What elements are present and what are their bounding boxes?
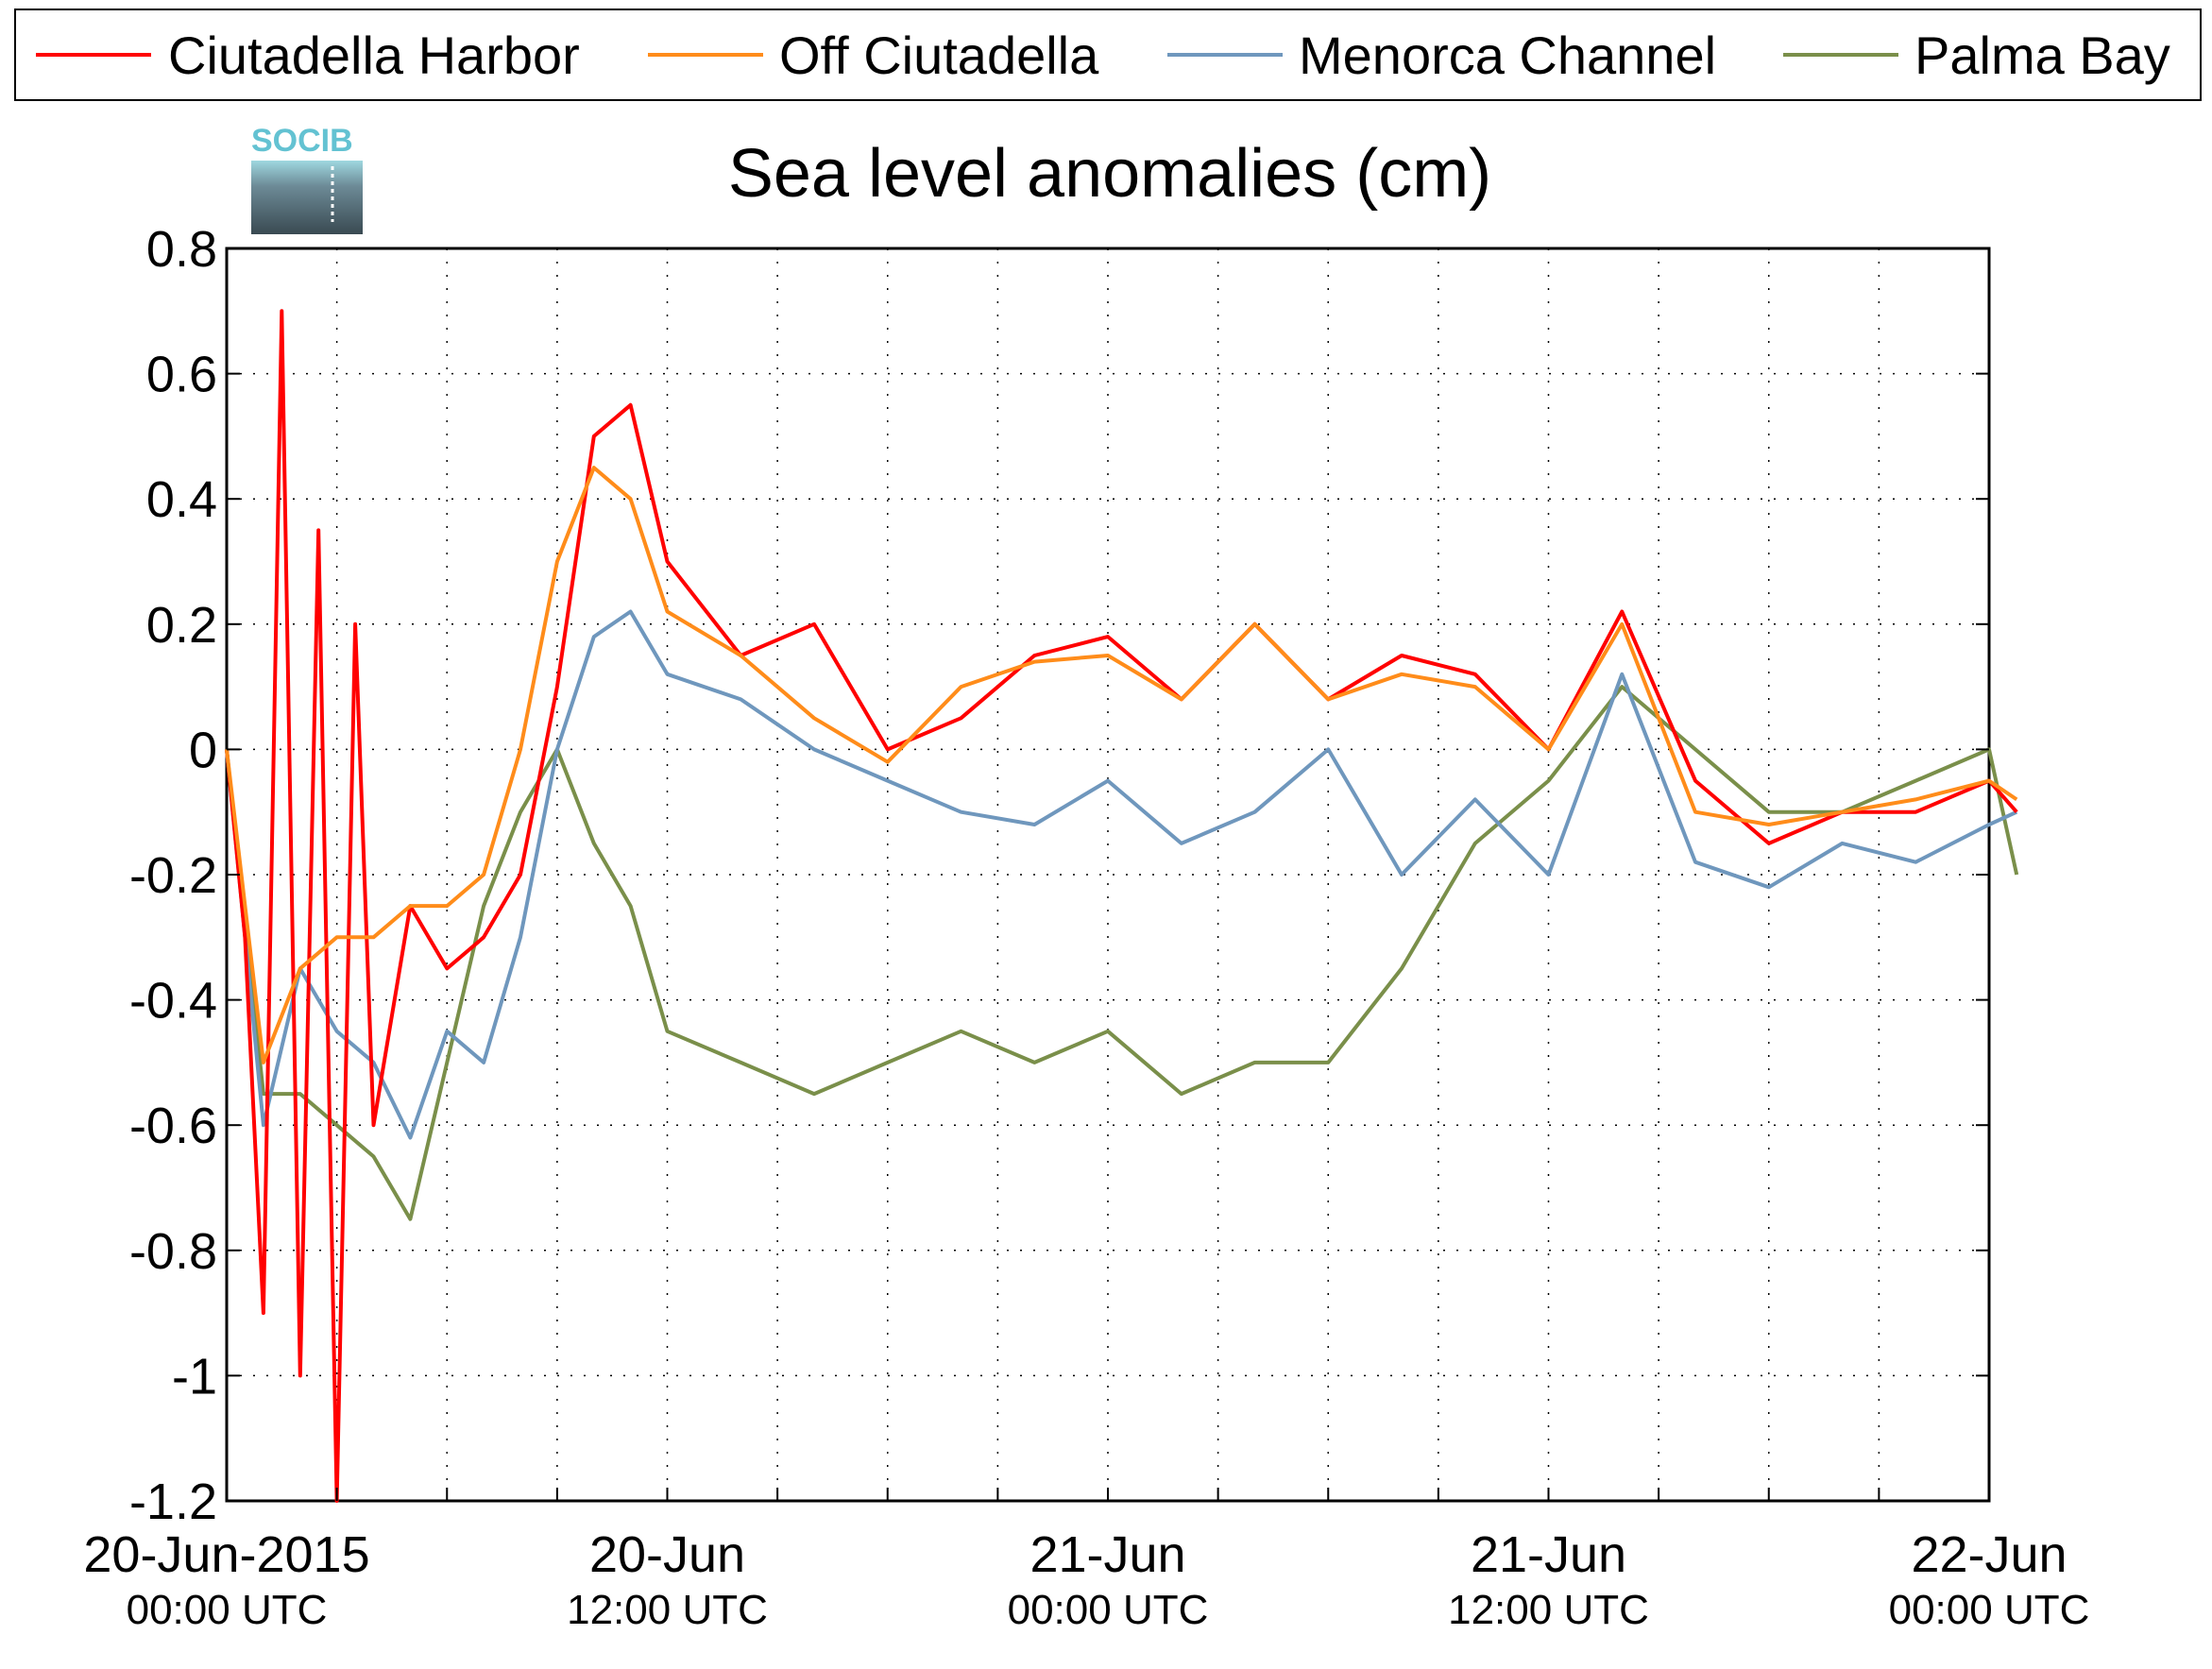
x-tick-sublabel: 00:00 UTC: [127, 1587, 328, 1633]
y-axis: 0.8 0.6 0.4 0.2 0 -0.2 -0.4 -0.6 -0.8 -1 -1.2: [129, 221, 1989, 1530]
x-tick-label: 20-Jun: [589, 1526, 745, 1583]
y-tick-label: 0: [189, 722, 217, 778]
y-tick-label: 0.6: [146, 347, 217, 403]
legend-label-off-ciutadella: Off Ciutadella: [779, 26, 1099, 85]
y-tick-label: -0.6: [129, 1098, 217, 1154]
legend-label-menorca-channel: Menorca Channel: [1299, 26, 1716, 85]
y-tick-label: 0.4: [146, 471, 217, 528]
x-tick-label: 21-Jun: [1029, 1526, 1185, 1583]
x-tick-label: 20-Jun-2015: [83, 1526, 369, 1583]
y-tick-label: 0.2: [146, 597, 217, 654]
y-tick-label: -0.2: [129, 847, 217, 904]
legend: Ciutadella Harbor Off Ciutadella Menorca…: [14, 9, 2202, 101]
chart-title: Sea level anomalies (cm): [728, 136, 1491, 212]
x-tick-sublabel: 00:00 UTC: [1008, 1587, 1209, 1633]
legend-label-ciutadella-harbor: Ciutadella Harbor: [168, 26, 580, 85]
series-palma-bay: [225, 685, 2019, 1221]
series-ciutadella-harbor: [225, 309, 2018, 1503]
series-off-ciutadella: [225, 466, 2018, 1064]
series-layer: [225, 309, 2019, 1503]
x-tick-sublabel: 12:00 UTC: [567, 1587, 768, 1633]
y-tick-label: -1: [172, 1348, 217, 1405]
socib-logo-text: SOCIB: [251, 123, 353, 159]
legend-label-palma-bay: Palma Bay: [1914, 26, 2170, 85]
y-tick-label: -0.8: [129, 1223, 217, 1280]
x-tick-sublabel: 00:00 UTC: [1889, 1587, 2090, 1633]
socib-logo-block: [251, 161, 363, 234]
grid: [226, 247, 1990, 1502]
y-tick-label: 0.8: [146, 221, 217, 278]
series-menorca-channel: [225, 609, 2018, 1140]
x-tick-label: 22-Jun: [1911, 1526, 2067, 1583]
x-tick-label: 21-Jun: [1471, 1526, 1626, 1583]
socib-logo: SOCIB: [251, 123, 363, 234]
x-tick-sublabel: 12:00 UTC: [1448, 1587, 1649, 1633]
y-tick-label: -1.2: [129, 1473, 217, 1530]
y-tick-label: -0.4: [129, 973, 217, 1030]
plot-area: 0.8 0.6 0.4 0.2 0 -0.2 -0.4 -0.6 -0.8 -1 -1.2 20-J…: [83, 221, 2089, 1633]
plot-frame: [225, 247, 1991, 1503]
